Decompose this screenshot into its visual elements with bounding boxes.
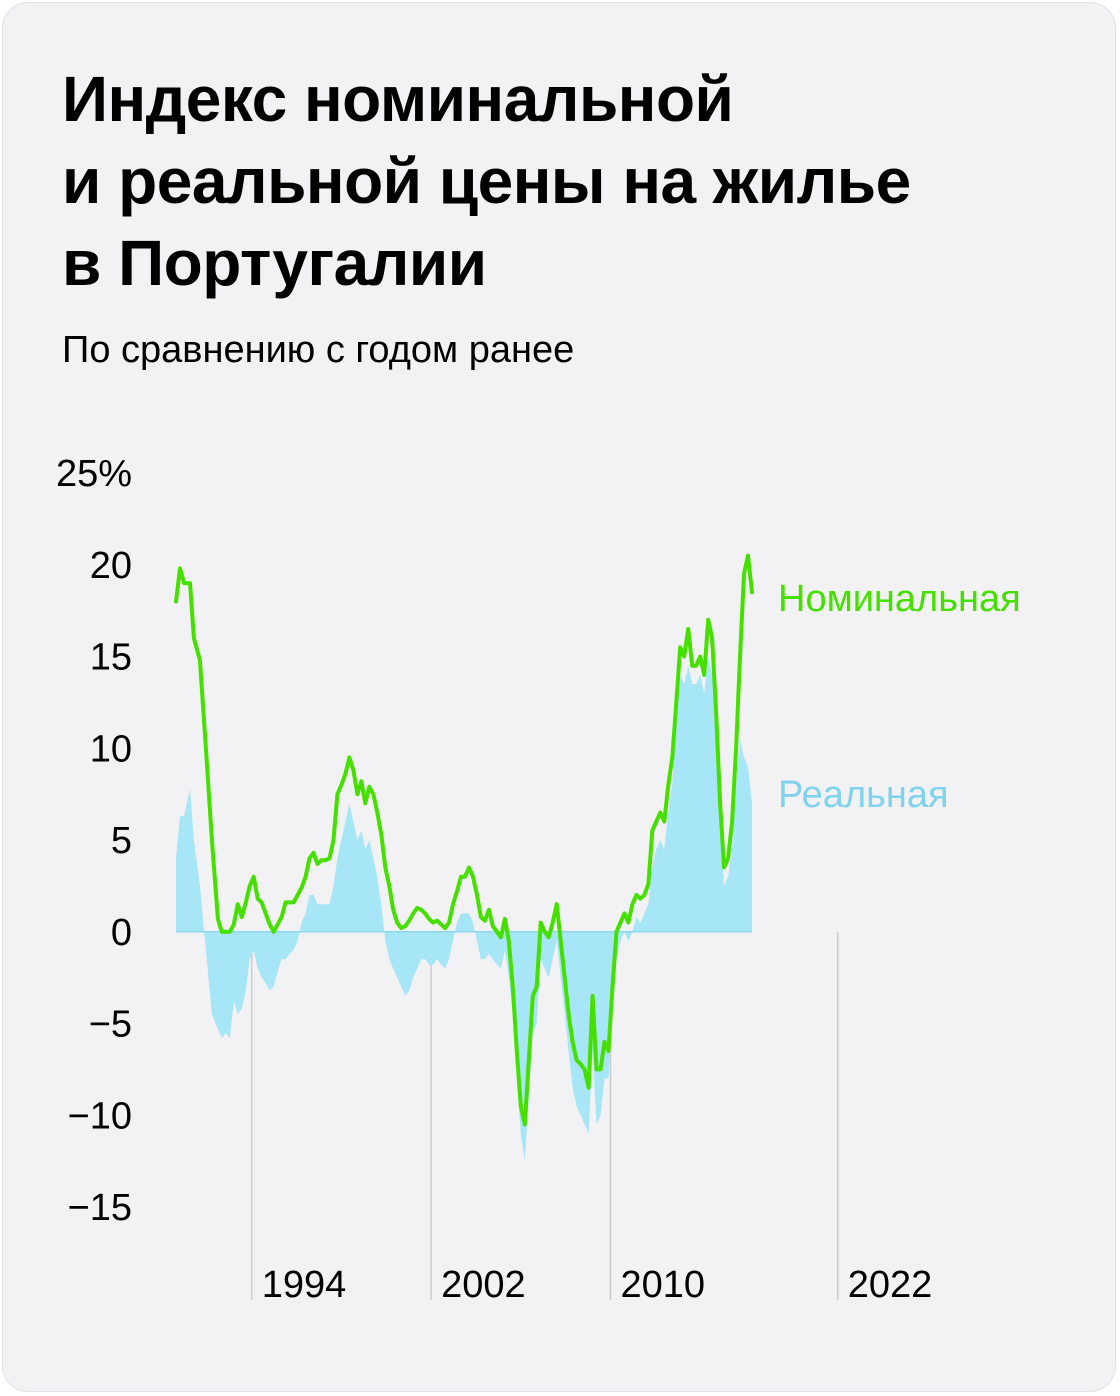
y-tick-label: 0 — [111, 912, 132, 954]
series-labels: Номинальная Реальная — [778, 578, 1021, 816]
x-tick-label: 2002 — [441, 1264, 526, 1306]
chart-title: Индекс номинальной и реальной цены на жи… — [62, 58, 1062, 304]
x-axis-ticks: 1994 2002 2010 2022 — [262, 1264, 933, 1306]
y-tick-label: −10 — [68, 1095, 132, 1137]
y-tick-label: 15 — [90, 637, 132, 679]
y-tick-label: 5 — [111, 820, 132, 862]
nominal-line-path — [174, 553, 754, 1127]
chart-title-line-1: Индекс номинальной — [62, 63, 734, 135]
y-tick-label: −15 — [68, 1187, 132, 1229]
x-tick-label: 1994 — [262, 1264, 347, 1306]
y-tick-label: −5 — [89, 1004, 132, 1046]
chart-title-line-3: в Португалии — [62, 227, 487, 299]
y-tick-label: 25% — [56, 453, 132, 495]
y-tick-label: 10 — [90, 728, 132, 770]
nominal-series-label: Номинальная — [778, 578, 1021, 620]
year-guides — [250, 931, 839, 1300]
chart-subtitle: По сравнению с годом ранее — [62, 329, 575, 371]
chart-title-line-2: и реальной цены на жилье — [62, 145, 911, 217]
x-tick-label: 2022 — [848, 1264, 933, 1306]
real-series-label: Реальная — [778, 774, 949, 816]
y-axis-ticks: 25% 20 15 10 5 0 −5 −10 −15 — [56, 453, 132, 1229]
y-tick-label: 20 — [90, 545, 132, 587]
nominal-series-line — [174, 553, 754, 1127]
x-tick-label: 2010 — [620, 1264, 705, 1306]
